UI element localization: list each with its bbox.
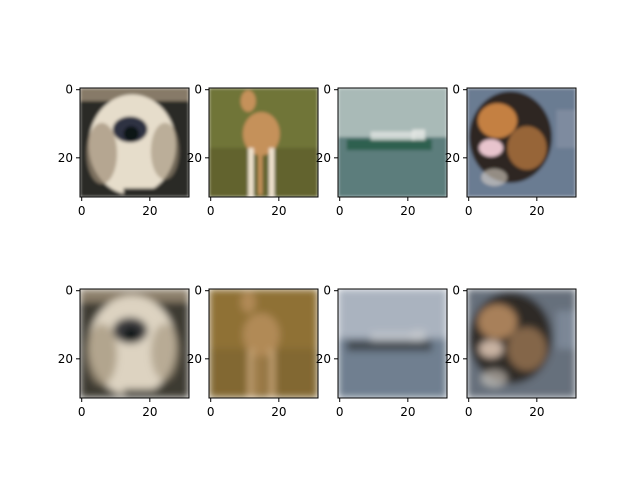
x-tick-label: 0 (78, 405, 86, 419)
y-tick-label: 20 (58, 352, 73, 366)
x-tick-label: 0 (207, 405, 215, 419)
y-tick-label: 0 (323, 83, 331, 97)
axes-frame (466, 288, 577, 399)
y-tick-label: 20 (187, 352, 202, 366)
axes-ship-reconstructed: 0 20 0 20 (316, 284, 448, 419)
x-tick-label: 0 (336, 204, 344, 218)
axes-frame (79, 288, 190, 399)
y-tick-label: 0 (194, 284, 202, 298)
y-tick-label: 20 (187, 151, 202, 165)
axes-cat-reconstructed: 0 20 0 20 (445, 284, 577, 419)
axes-ship-original: 0 20 0 20 (316, 83, 448, 218)
axes-frame (337, 288, 448, 399)
panel-image-ship-original (338, 88, 447, 197)
axes-cat-original: 0 20 0 20 (445, 83, 577, 218)
x-tick-label: 20 (142, 405, 157, 419)
y-tick-label: 0 (323, 284, 331, 298)
panel-image-dog-reconstructed (80, 289, 189, 398)
y-tick-label: 0 (452, 284, 460, 298)
axes-frame (337, 87, 448, 198)
x-tick-label: 0 (465, 204, 473, 218)
axes-frame (208, 87, 319, 198)
y-tick-label: 0 (194, 83, 202, 97)
panel-image-dog-original (80, 88, 189, 197)
y-tick-label: 20 (316, 151, 331, 165)
axes-dog-reconstructed: 0 20 0 20 (58, 284, 190, 419)
y-tick-label: 0 (65, 284, 73, 298)
x-tick-label: 20 (529, 405, 544, 419)
y-tick-label: 20 (445, 151, 460, 165)
axes-deer-reconstructed: 0 20 0 20 (187, 284, 319, 419)
panel-image-deer-original (209, 88, 318, 197)
y-tick-label: 20 (58, 151, 73, 165)
x-tick-label: 20 (142, 204, 157, 218)
x-tick-label: 20 (271, 204, 286, 218)
axes-frame (208, 288, 319, 399)
panel-image-deer-reconstructed (209, 289, 318, 398)
y-tick-label: 20 (316, 352, 331, 366)
axes-dog-original: 0 20 0 20 (58, 83, 190, 218)
x-tick-label: 0 (465, 405, 473, 419)
x-tick-label: 20 (400, 204, 415, 218)
axes-frame (79, 87, 190, 198)
y-tick-label: 20 (445, 352, 460, 366)
axes-frame (466, 87, 577, 198)
x-tick-label: 20 (400, 405, 415, 419)
x-tick-label: 0 (336, 405, 344, 419)
y-tick-label: 0 (452, 83, 460, 97)
axes-deer-original: 0 20 0 20 (187, 83, 319, 218)
panel-image-cat-reconstructed (467, 289, 576, 398)
panel-image-ship-reconstructed (338, 289, 447, 398)
x-tick-label: 0 (78, 204, 86, 218)
x-tick-label: 20 (529, 204, 544, 218)
y-tick-label: 0 (65, 83, 73, 97)
x-tick-label: 0 (207, 204, 215, 218)
x-tick-label: 20 (271, 405, 286, 419)
panel-image-cat-original (467, 88, 576, 197)
